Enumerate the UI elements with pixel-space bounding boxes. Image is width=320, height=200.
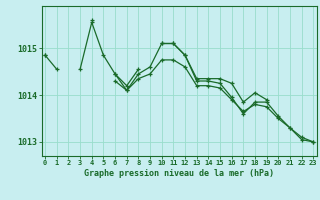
X-axis label: Graphe pression niveau de la mer (hPa): Graphe pression niveau de la mer (hPa) bbox=[84, 169, 274, 178]
